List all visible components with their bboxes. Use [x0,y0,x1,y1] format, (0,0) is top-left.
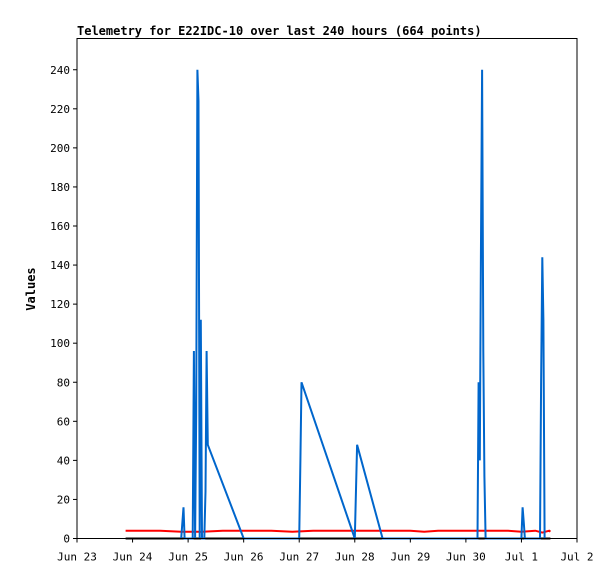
y-tick-label: 220 [50,103,70,116]
x-tick-label: Jun 26 [224,551,264,564]
y-tick-label: 180 [50,181,70,194]
y-tick-label: 240 [50,64,70,77]
x-tick-label: Jun 23 [57,551,97,564]
y-tick-label: 80 [57,376,70,389]
x-tick-label: Jun 29 [390,551,430,564]
chart-title: Telemetry for E22IDC-10 over last 240 ho… [77,24,482,38]
y-tick-label: 20 [57,493,70,506]
x-tick-label: Jun 24 [113,551,153,564]
y-tick-label: 100 [50,337,70,350]
y-tick-label: 40 [57,454,70,467]
x-tick-label: Jun 27 [279,551,319,564]
y-tick-label: 200 [50,142,70,155]
x-tick-label: Jun 28 [335,551,375,564]
y-tick-label: 0 [63,533,70,546]
x-tick-label: Jul 1 [505,551,538,564]
x-tick-label: Jun 30 [446,551,486,564]
y-tick-label: 120 [50,298,70,311]
y-tick-label: 140 [50,259,70,272]
y-tick-label: 160 [50,220,70,233]
y-axis-title: Values [24,267,38,310]
x-tick-label: Jun 25 [168,551,208,564]
x-tick-label: Jul 2 [560,551,593,564]
y-tick-label: 60 [57,415,70,428]
